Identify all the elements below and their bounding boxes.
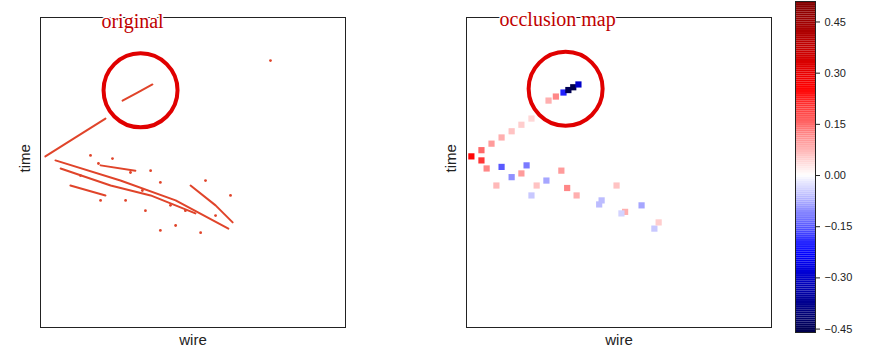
svg-text:0.30: 0.30 <box>825 67 846 79</box>
svg-text:time: time <box>442 144 459 172</box>
svg-text:occlusion map: occlusion map <box>500 8 616 31</box>
svg-text:0.45: 0.45 <box>825 15 846 27</box>
svg-text:wire: wire <box>178 331 207 348</box>
svg-text:0.15: 0.15 <box>825 118 846 130</box>
svg-text:−0.45: −0.45 <box>825 323 853 335</box>
svg-text:original: original <box>101 10 164 33</box>
svg-text:−0.15: −0.15 <box>825 220 853 232</box>
svg-text:−0.30: −0.30 <box>825 271 853 283</box>
svg-text:wire: wire <box>604 331 633 348</box>
svg-text:time: time <box>16 144 33 172</box>
svg-text:0.00: 0.00 <box>825 169 846 181</box>
